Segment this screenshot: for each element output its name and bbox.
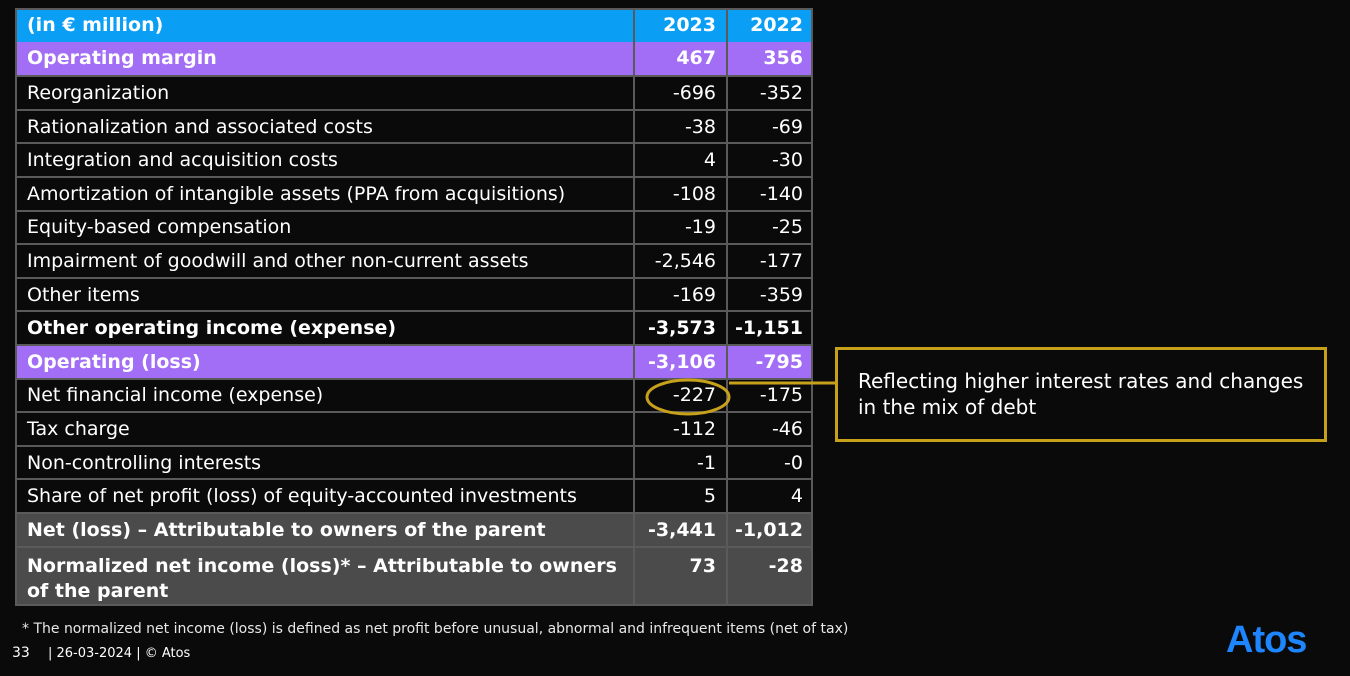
- row-label: Rationalization and associated costs: [15, 110, 635, 143]
- row-label: Tax charge: [15, 413, 635, 445]
- table-row: Equity-based compensation -19 -25: [15, 209, 813, 244]
- row-value-2023: -112: [635, 413, 728, 445]
- row-value-2022: -0: [784, 451, 803, 474]
- row-label: Impairment of goodwill and other non-cur…: [15, 245, 635, 277]
- row-label: Non-controlling interests: [15, 446, 635, 479]
- row-value-2023: -227: [635, 379, 728, 412]
- row-value-2022: -175: [759, 384, 803, 407]
- row-value-2022: -25: [771, 216, 803, 239]
- callout-box: Reflecting higher interest rates and cha…: [835, 347, 1327, 442]
- row-value-2023: -108: [635, 177, 728, 210]
- row-label: Normalized net income (loss)* – Attribut…: [15, 547, 635, 604]
- row-value-2023: 4: [635, 144, 728, 176]
- row-value-2022: -28: [768, 554, 803, 577]
- row-value-2022: -46: [771, 417, 803, 440]
- table-row: Share of net profit (loss) of equity-acc…: [15, 478, 813, 512]
- row-value-2023: 73: [635, 547, 728, 604]
- row-value-2023: -696: [635, 77, 728, 109]
- row-value-2023: -1: [635, 446, 728, 479]
- row-label: Net financial income (expense): [15, 379, 635, 412]
- row-value-2022: -30: [771, 149, 803, 172]
- table-row: Other items -169 -359: [15, 276, 813, 311]
- row-value-2023: 467: [635, 41, 728, 76]
- table-row: Reorganization -696 -352: [15, 75, 813, 109]
- header-label: (in € million): [15, 8, 635, 42]
- table-row: Tax charge -112 -46: [15, 411, 813, 445]
- table-row: Net (loss) – Attributable to owners of t…: [15, 511, 813, 546]
- row-value-2022: 356: [763, 47, 803, 70]
- row-value-2023: -3,573: [635, 312, 728, 344]
- row-label: Amortization of intangible assets (PPA f…: [15, 177, 635, 210]
- table-row: Rationalization and associated costs -38 -…: [15, 108, 813, 143]
- row-value-2023: -19: [635, 211, 728, 244]
- atos-logo: Atos: [1226, 619, 1307, 661]
- row-value-2022: -359: [759, 283, 803, 306]
- row-value-2023: -3,106: [635, 345, 728, 378]
- row-value-2023: -38: [635, 110, 728, 143]
- income-statement-table: (in € million) 2023 2022 Operating margi…: [15, 8, 813, 604]
- row-label: Share of net profit (loss) of equity-acc…: [15, 480, 635, 512]
- row-value-2023: -169: [635, 278, 728, 311]
- table-row: Amortization of intangible assets (PPA f…: [15, 175, 813, 210]
- row-value-2023: -3,441: [635, 513, 728, 546]
- table-row: Net financial income (expense) -227 -175: [15, 377, 813, 412]
- row-value-2022: -1,012: [735, 518, 803, 541]
- row-value-2022: -177: [759, 249, 803, 272]
- row-value-2022: -140: [759, 182, 803, 205]
- callout-text: Reflecting higher interest rates and cha…: [858, 369, 1304, 419]
- header-2022: 2022: [750, 13, 803, 36]
- footnote: * The normalized net income (loss) is de…: [22, 621, 849, 637]
- row-label: Operating margin: [15, 41, 635, 76]
- highlight-ellipse: [645, 378, 731, 416]
- row-value-2022: -1,151: [735, 317, 803, 340]
- row-label: Reorganization: [15, 77, 635, 109]
- table-row: Integration and acquisition costs 4 -30: [15, 142, 813, 176]
- table-row: Other operating income (expense) -3,573 -1…: [15, 310, 813, 344]
- table-row: Impairment of goodwill and other non-cur…: [15, 243, 813, 277]
- row-value-2022: -795: [755, 350, 803, 373]
- row-label: Equity-based compensation: [15, 211, 635, 244]
- row-value-2023: -2,546: [635, 245, 728, 277]
- row-label: Integration and acquisition costs: [15, 144, 635, 176]
- row-label: Operating (loss): [15, 345, 635, 378]
- row-value-2022: 4: [790, 485, 803, 508]
- header-2023: 2023: [635, 8, 728, 42]
- row-label: Other operating income (expense): [15, 312, 635, 344]
- table-row: Operating margin 467 356: [15, 41, 813, 76]
- row-label: Other items: [15, 278, 635, 311]
- footer-date: | 26-03-2024 | © Atos: [48, 646, 191, 661]
- row-value-2022: -352: [759, 81, 803, 104]
- table-header-row: (in € million) 2023 2022: [15, 8, 813, 42]
- table-row: Non-controlling interests -1 -0: [15, 444, 813, 479]
- row-value-2023: 5: [635, 480, 728, 512]
- table-row: Normalized net income (loss)* – Attribut…: [15, 545, 813, 604]
- row-label: Net (loss) – Attributable to owners of t…: [15, 513, 635, 546]
- page-number: 33: [12, 645, 30, 661]
- table-row: Operating (loss) -3,106 -795: [15, 343, 813, 378]
- row-value-2022: -69: [771, 115, 803, 138]
